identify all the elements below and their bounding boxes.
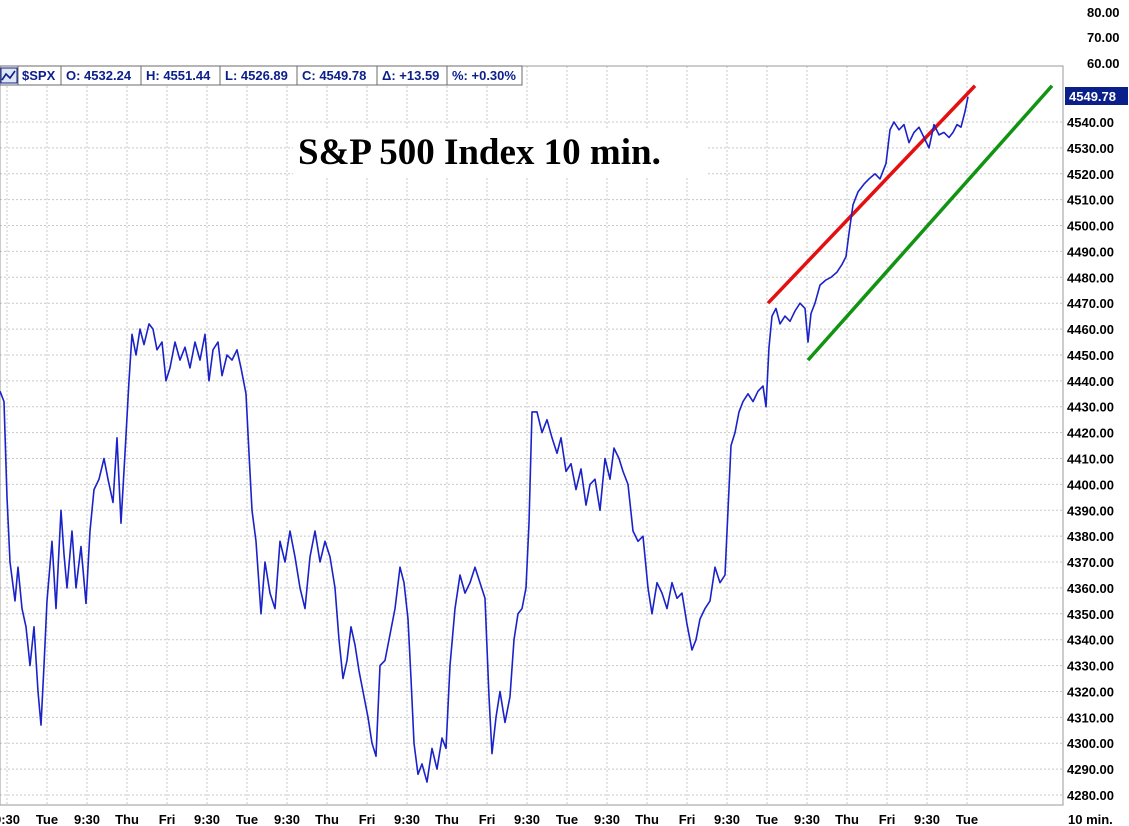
y-tick-label: 4290.00	[1067, 762, 1114, 777]
y-tick-label: 4330.00	[1067, 659, 1114, 674]
lower-channel-line	[806, 84, 1054, 362]
y-tick-label-overflow: 70.00	[1087, 30, 1120, 45]
interval-label: 10 min.	[1068, 812, 1113, 826]
y-tick-label: 4300.00	[1067, 736, 1114, 751]
y-tick-label: 4340.00	[1067, 633, 1114, 648]
plot-frame	[0, 65, 1064, 806]
x-tick-label: 9:30	[914, 812, 940, 826]
x-tick-label: Thu	[435, 812, 459, 826]
y-tick-label: 4320.00	[1067, 684, 1114, 699]
x-tick-label: Thu	[635, 812, 659, 826]
x-tick-label: Thu	[835, 812, 859, 826]
y-tick-label: 4470.00	[1067, 296, 1114, 311]
x-tick-label: Tue	[236, 812, 258, 826]
x-tick-label: 9:30	[594, 812, 620, 826]
y-tick-label: 4520.00	[1067, 167, 1114, 182]
y-tick-label: 4480.00	[1067, 270, 1114, 285]
x-tick-label: Fri	[879, 812, 896, 826]
open-value: O: 4532.24	[66, 68, 132, 83]
y-tick-label: 4540.00	[1067, 115, 1114, 130]
x-tick-label: Tue	[556, 812, 578, 826]
high-value: H: 4551.44	[146, 68, 211, 83]
y-tick-label: 4390.00	[1067, 503, 1114, 518]
last-price-badge	[1065, 87, 1128, 105]
grid-lines	[0, 66, 1063, 805]
x-axis-ticks: 9:30 Tue 9:30 Thu Fri 9:30 Tue 9:30 Thu Fri 9:30 Th…	[0, 812, 978, 826]
y-tick-label-overflow: 60.00	[1087, 56, 1120, 71]
x-tick-label: 9:30	[0, 812, 20, 826]
x-tick-label: 9:30	[794, 812, 820, 826]
y-tick-label: 4500.00	[1067, 219, 1114, 234]
y-tick-label: 4280.00	[1067, 788, 1114, 803]
y-tick-label: 4460.00	[1067, 322, 1114, 337]
y-tick-label: 4350.00	[1067, 607, 1114, 622]
x-tick-label: Thu	[115, 812, 139, 826]
low-value: L: 4526.89	[225, 68, 288, 83]
x-tick-label: 9:30	[274, 812, 300, 826]
y-tick-label: 4370.00	[1067, 555, 1114, 570]
y-tick-label: 4310.00	[1067, 710, 1114, 725]
ohlc-header: $SPX O: 4532.24 H: 4551.44 L: 4526.89 C:…	[0, 65, 523, 86]
upper-channel-line	[766, 84, 977, 305]
y-tick-label: 4410.00	[1067, 452, 1114, 467]
x-tick-label: 9:30	[74, 812, 100, 826]
line-chart-icon[interactable]	[0, 67, 18, 84]
change-value: Δ: +13.59	[382, 68, 439, 83]
y-tick-label: 4430.00	[1067, 400, 1114, 415]
y-axis-ticks: 4280.00 4290.00 4300.00 4310.00 4320.00 4330.…	[1067, 5, 1120, 803]
x-tick-label: 9:30	[394, 812, 420, 826]
y-tick-label: 4450.00	[1067, 348, 1114, 363]
y-tick-label: 4420.00	[1067, 426, 1114, 441]
y-tick-label: 4360.00	[1067, 581, 1114, 596]
last-price-label: 4549.78	[1069, 89, 1116, 104]
symbol-label[interactable]: $SPX	[22, 68, 56, 83]
x-tick-label: Tue	[756, 812, 778, 826]
x-tick-label: Tue	[36, 812, 58, 826]
x-tick-label: Thu	[315, 812, 339, 826]
header-bar-background	[0, 65, 523, 86]
chart-title: S&P 500 Index 10 min.	[298, 132, 661, 173]
title-background	[293, 128, 707, 176]
x-tick-label: 9:30	[194, 812, 220, 826]
y-tick-label: 4380.00	[1067, 529, 1114, 544]
close-value: C: 4549.78	[302, 68, 366, 83]
x-tick-label: Fri	[679, 812, 696, 826]
series-layer	[0, 84, 1054, 783]
percent-change-value: %: +0.30%	[452, 68, 516, 83]
x-tick-label: Fri	[479, 812, 496, 826]
x-tick-label: 9:30	[514, 812, 540, 826]
x-tick-label: Fri	[359, 812, 376, 826]
y-tick-label: 4510.00	[1067, 193, 1114, 208]
price-series-line	[0, 96, 969, 783]
x-tick-label: Fri	[159, 812, 176, 826]
y-tick-label: 4400.00	[1067, 477, 1114, 492]
y-tick-label-overflow: 80.00	[1087, 5, 1120, 20]
y-tick-label: 4440.00	[1067, 374, 1114, 389]
x-tick-label: 9:30	[714, 812, 740, 826]
y-tick-label: 4490.00	[1067, 244, 1114, 259]
x-tick-label: Tue	[956, 812, 978, 826]
y-tick-label: 4530.00	[1067, 141, 1114, 156]
